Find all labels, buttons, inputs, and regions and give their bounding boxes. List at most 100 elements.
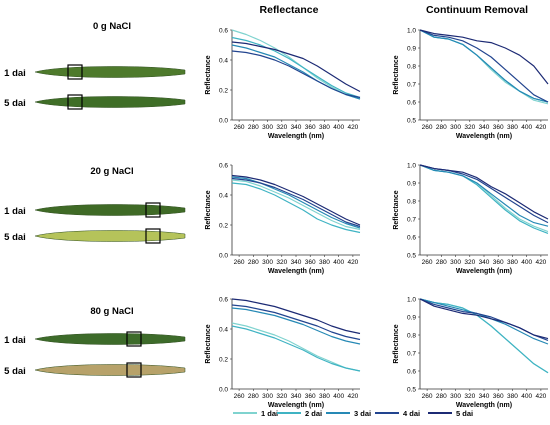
y-tick-label: 0.0: [219, 387, 228, 394]
leaf-image: [34, 66, 186, 78]
series-line: [419, 29, 549, 105]
series-line: [231, 179, 361, 231]
y-tick-label: 0.2: [219, 357, 228, 364]
leaf-label: 1 dai: [4, 68, 26, 79]
region-box: [67, 64, 83, 80]
series-line: [231, 322, 361, 372]
x-tick-label: 260: [234, 259, 245, 266]
x-tick-label: 280: [436, 393, 447, 400]
x-tick-label: 320: [276, 393, 287, 400]
x-tick-label: 260: [234, 393, 245, 400]
series-line: [231, 36, 361, 99]
y-tick-label: 0.5: [407, 118, 416, 125]
x-tick-label: 420: [535, 124, 546, 131]
y-tick-label: 0.8: [407, 64, 416, 71]
region-box: [126, 362, 142, 378]
x-tick-label: 320: [464, 259, 475, 266]
x-tick-label: 260: [234, 124, 245, 131]
x-axis-label: Wavelength (nm): [268, 268, 324, 275]
leaf-label: 1 dai: [4, 206, 26, 217]
y-tick-label: 0.6: [219, 163, 228, 170]
y-axis-label: Reflectance: [393, 190, 400, 229]
y-tick-label: 0.6: [407, 235, 416, 242]
x-tick-label: 320: [276, 124, 287, 131]
x-tick-label: 420: [347, 259, 358, 266]
x-tick-label: 360: [493, 393, 504, 400]
x-tick-label: 400: [333, 124, 344, 131]
series-line: [231, 182, 361, 234]
series-line: [231, 50, 361, 99]
x-tick-label: 420: [535, 393, 546, 400]
series-line: [419, 29, 549, 103]
y-tick-label: 0.4: [219, 193, 228, 200]
chart-panel: 0.0 0.2 0.4 0.6 260 280 300 320 340 360 380 400 420 W…: [205, 163, 361, 275]
leaf-image: [34, 96, 186, 108]
x-tick-label: 300: [450, 124, 461, 131]
x-tick-label: 340: [291, 124, 302, 131]
x-tick-label: 340: [291, 393, 302, 400]
x-tick-label: 360: [493, 259, 504, 266]
legend-label: 3 dai: [354, 409, 371, 418]
x-tick-label: 400: [333, 259, 344, 266]
leaf-image: [34, 333, 186, 345]
region-box: [145, 228, 161, 244]
y-axis-label: Reflectance: [205, 55, 212, 94]
chart-panel: 0.0 0.2 0.4 0.6 260 280 300 320 340 360 380 400 420 W…: [205, 28, 361, 140]
leaf-label: 5 dai: [4, 232, 26, 243]
x-tick-label: 360: [305, 259, 316, 266]
legend-label: 5 dai: [456, 409, 473, 418]
y-tick-label: 0.0: [219, 118, 228, 125]
x-tick-label: 300: [262, 259, 273, 266]
x-tick-label: 380: [319, 259, 330, 266]
series-line: [419, 29, 549, 85]
series-line: [419, 298, 549, 341]
x-tick-label: 320: [276, 259, 287, 266]
x-tick-label: 300: [450, 393, 461, 400]
leaf-photos: 0 g NaCl 1 dai 5 dai 20 g NaCl 1 dai 5 dai 80 …: [4, 21, 186, 378]
x-tick-label: 400: [521, 259, 532, 266]
x-tick-label: 420: [347, 124, 358, 131]
x-tick-label: 400: [333, 393, 344, 400]
x-tick-label: 360: [305, 124, 316, 131]
header-reflectance: Reflectance: [260, 4, 319, 16]
series-line: [419, 29, 549, 103]
y-tick-label: 0.5: [407, 387, 416, 394]
x-axis-label: Wavelength (nm): [268, 133, 324, 140]
y-axis-label: Reflectance: [205, 324, 212, 363]
y-axis-label: Reflectance: [393, 324, 400, 363]
x-tick-label: 320: [464, 393, 475, 400]
y-axis-label: Reflectance: [393, 55, 400, 94]
x-tick-label: 360: [305, 393, 316, 400]
y-tick-label: 0.0: [219, 253, 228, 260]
x-tick-label: 340: [291, 259, 302, 266]
x-tick-label: 360: [493, 124, 504, 131]
chart-panel: 0.0 0.2 0.4 0.6 260 280 300 320 340 360 380 400 420 W…: [205, 297, 361, 409]
series-line: [231, 176, 361, 229]
x-tick-label: 300: [450, 259, 461, 266]
series-line: [231, 29, 361, 100]
y-tick-label: 0.2: [219, 88, 228, 95]
series-line: [419, 298, 549, 374]
region-box: [145, 202, 161, 218]
y-tick-label: 0.2: [219, 223, 228, 230]
legend-label: 2 dai: [305, 409, 322, 418]
y-tick-label: 0.9: [407, 46, 416, 53]
y-tick-label: 0.6: [407, 369, 416, 376]
treatment-title: 80 g NaCl: [90, 306, 133, 317]
legend-label: 4 dai: [403, 409, 420, 418]
x-tick-label: 300: [262, 124, 273, 131]
series-line: [231, 174, 361, 226]
y-tick-label: 0.4: [219, 327, 228, 334]
y-tick-label: 0.4: [219, 58, 228, 65]
y-tick-label: 1.0: [407, 297, 416, 304]
x-tick-label: 380: [507, 124, 518, 131]
series-line: [419, 164, 549, 220]
y-axis-label: Reflectance: [205, 190, 212, 229]
y-tick-label: 0.6: [407, 100, 416, 107]
series-line: [231, 325, 361, 372]
leaf-image: [34, 364, 186, 376]
x-tick-label: 420: [347, 393, 358, 400]
series-line: [419, 164, 549, 227]
x-tick-label: 260: [422, 124, 433, 131]
